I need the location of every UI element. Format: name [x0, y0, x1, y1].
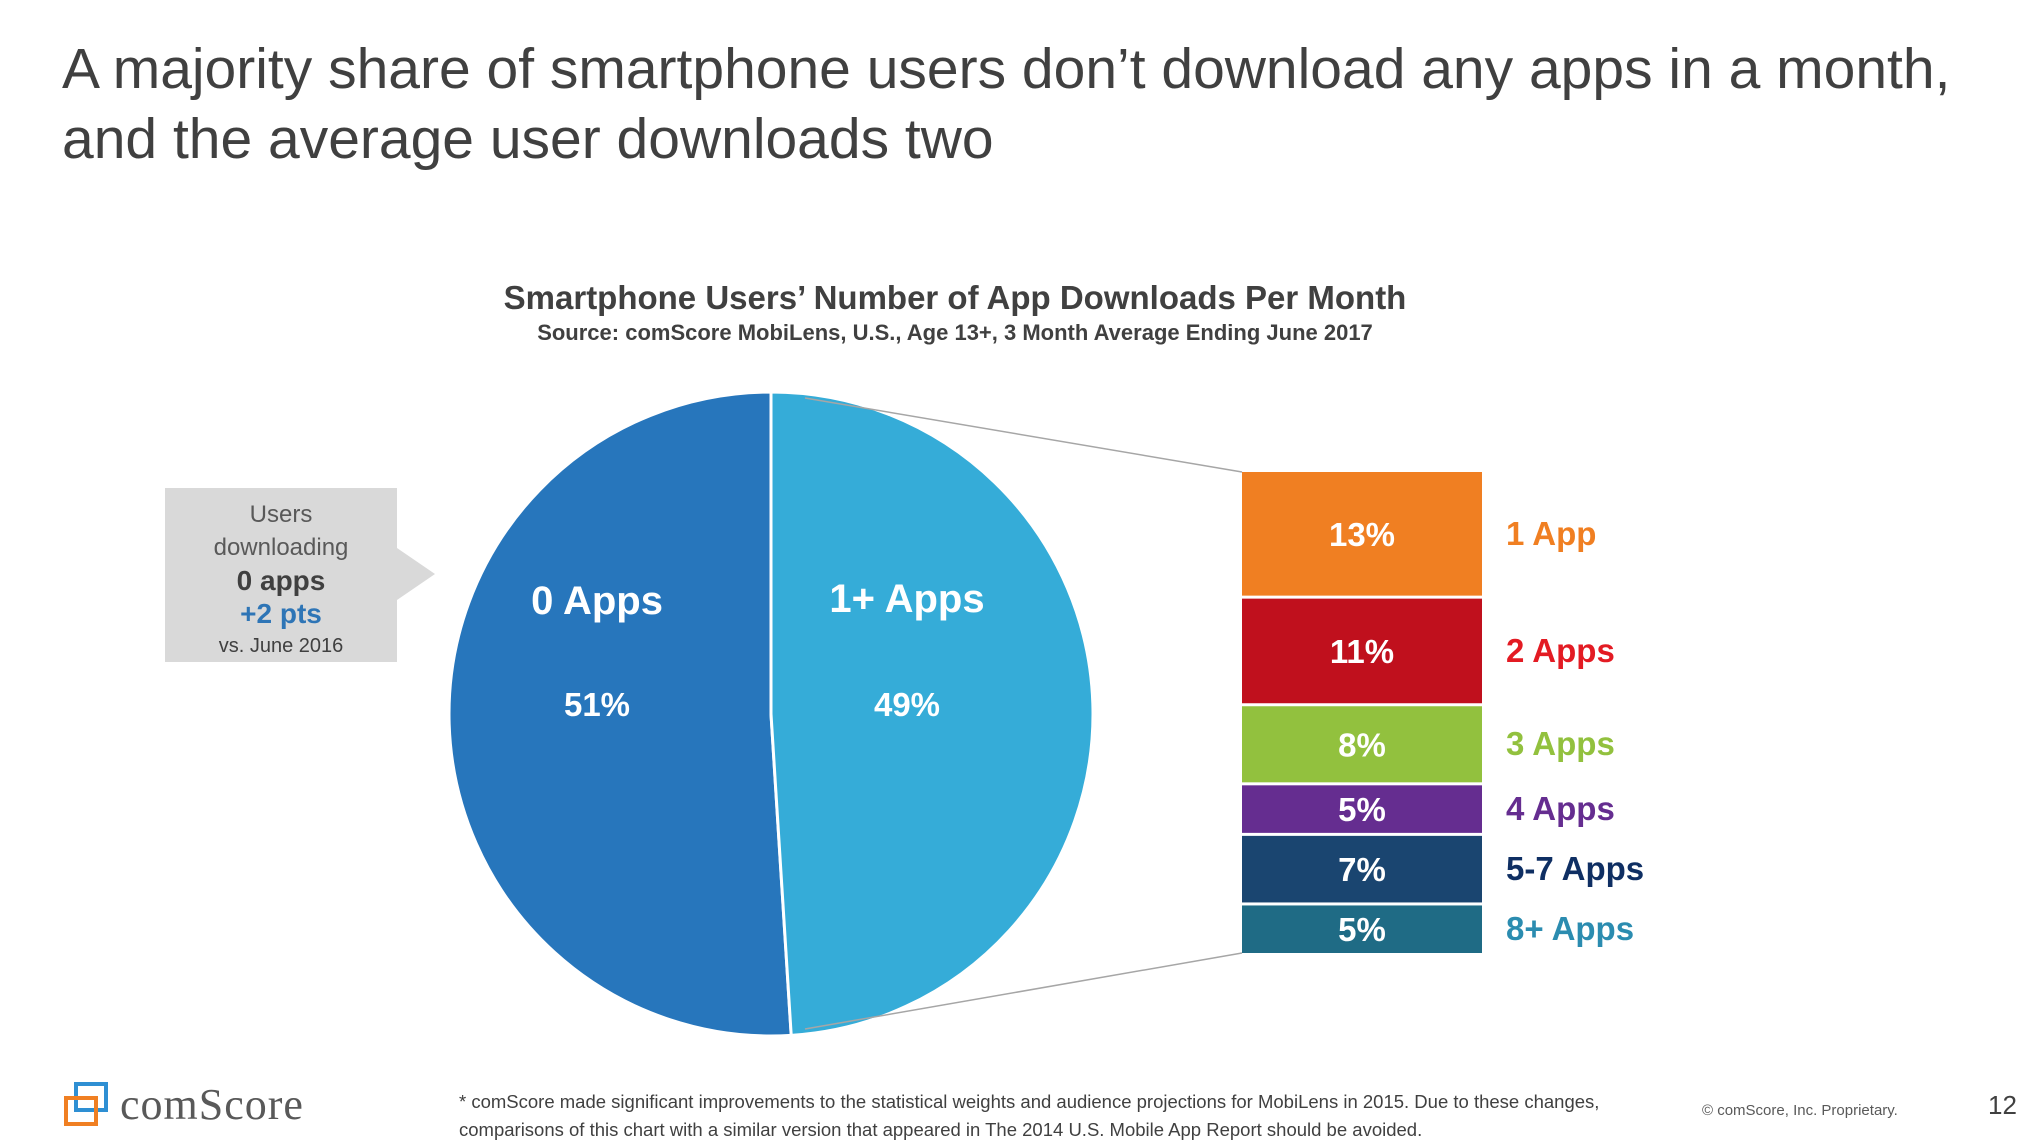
callout-line-2: downloading — [213, 534, 349, 561]
bar-segment-3-apps — [1242, 706, 1482, 783]
bar-segment-2-apps — [1242, 598, 1482, 704]
footnote-line-1: * comScore made significant improvements… — [459, 1091, 1600, 1112]
chart-source: Source: comScore MobiLens, U.S., Age 13+… — [537, 320, 1373, 345]
callout-line-3: 0 apps — [236, 565, 326, 596]
bar-value-3-apps: 8% — [1338, 726, 1386, 763]
pie-slice-0-apps — [447, 390, 793, 1038]
callout-change: +2 pts — [240, 598, 322, 629]
bar-label-3-apps: 3 Apps — [1506, 725, 1615, 763]
bar-label-2-apps: 2 Apps — [1506, 631, 1615, 669]
pie-value-0-apps: 51% — [564, 686, 630, 723]
logo-wordmark: comScore — [120, 1080, 304, 1129]
connector-line-bottom — [804, 952, 1243, 1030]
bar-label-8-apps: 8+ Apps — [1506, 910, 1635, 948]
footnote: * comScore made significant improvements… — [459, 1088, 1639, 1144]
pie-slice-1-apps — [769, 390, 1095, 1037]
bar-value-4-apps: 5% — [1338, 791, 1386, 828]
bar-segment-1-app — [1242, 472, 1482, 596]
bar-segment-8-apps — [1242, 905, 1482, 953]
chart-title: Smartphone Users’ Number of App Download… — [503, 279, 1407, 316]
bar-value-1-app: 13% — [1329, 516, 1395, 553]
footnote-line-2: comparisons of this chart with a similar… — [459, 1119, 1423, 1140]
bar-value-5-7-apps: 7% — [1338, 851, 1386, 888]
slide-title: A majority share of smartphone users don… — [62, 37, 1951, 171]
connector-line-top — [804, 397, 1243, 473]
pie-label-0-apps: 0 Apps — [531, 579, 663, 623]
callout-line-1: Users — [249, 501, 313, 528]
bar-value-2-apps: 11% — [1330, 633, 1394, 670]
page-number: 12 — [1988, 1090, 2017, 1120]
callout-box: Users downloading 0 apps +2 pts vs. June… — [165, 488, 435, 662]
bar-label-5-7-apps: 5-7 Apps — [1506, 850, 1645, 888]
bar-label-1-app: 1 App — [1506, 514, 1597, 552]
pie-value-1-apps: 49% — [874, 686, 940, 723]
copyright: © comScore, Inc. Proprietary. — [1702, 1102, 1898, 1119]
logo-mark-icon — [64, 1082, 108, 1126]
comscore-logo: comScore — [62, 1080, 362, 1130]
bar-segment-5-7-apps — [1242, 835, 1482, 903]
callout-comparison: vs. June 2016 — [218, 635, 344, 657]
bar-segment-4-apps — [1242, 785, 1482, 833]
bar-label-4-apps: 4 Apps — [1506, 790, 1615, 828]
bar-value-8-apps: 5% — [1338, 911, 1386, 948]
pie-label-1-apps: 1+ Apps — [829, 577, 984, 621]
